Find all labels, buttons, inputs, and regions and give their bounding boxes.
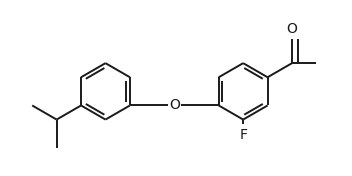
Text: O: O [169, 98, 180, 112]
Text: F: F [239, 128, 247, 142]
Text: O: O [287, 23, 297, 36]
